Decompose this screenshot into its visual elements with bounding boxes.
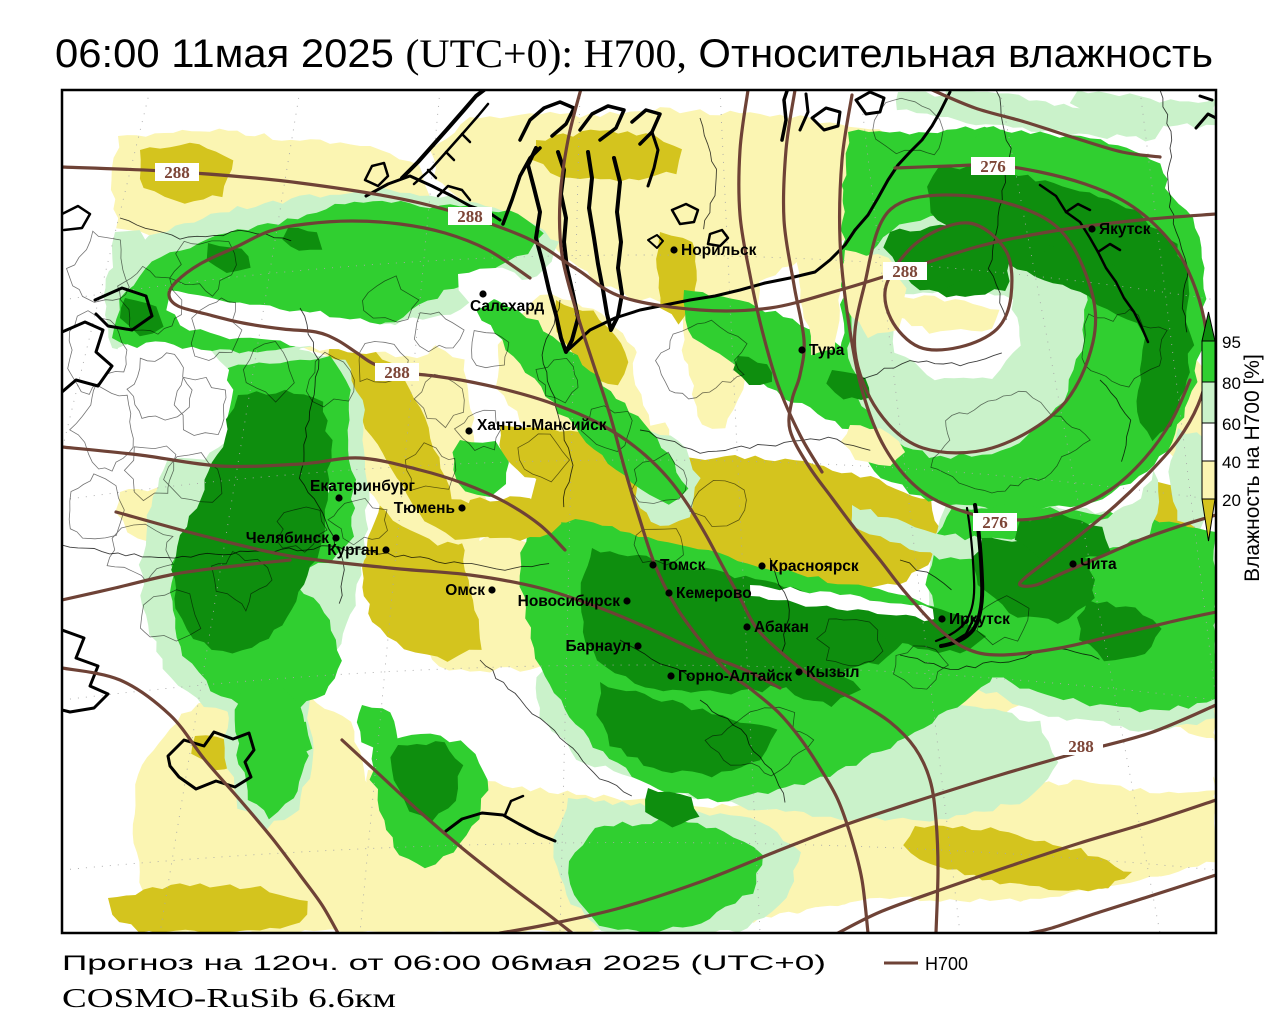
svg-text:Влажность на H700 [%]: Влажность на H700 [%] bbox=[1241, 354, 1264, 582]
svg-text:Красноярск: Красноярск bbox=[769, 558, 859, 575]
svg-text:06:00 11мая 2025 (UTC+0): H700: 06:00 11мая 2025 (UTC+0): H700, Относите… bbox=[55, 31, 1213, 76]
svg-text:40: 40 bbox=[1222, 453, 1241, 472]
svg-text:Горно-Алтайск: Горно-Алтайск bbox=[678, 668, 792, 685]
svg-text:Прогноз на 120ч. от 06:00 06ма: Прогноз на 120ч. от 06:00 06мая 2025 (UT… bbox=[62, 952, 826, 975]
svg-text:276: 276 bbox=[982, 513, 1008, 532]
svg-text:Екатеринбург: Екатеринбург bbox=[310, 478, 416, 495]
svg-text:95: 95 bbox=[1222, 333, 1241, 352]
svg-text:288: 288 bbox=[457, 207, 483, 226]
svg-text:80: 80 bbox=[1222, 374, 1241, 393]
svg-text:288: 288 bbox=[892, 262, 918, 281]
svg-text:20: 20 bbox=[1222, 491, 1241, 510]
svg-text:276: 276 bbox=[980, 157, 1006, 176]
svg-text:Тура: Тура bbox=[809, 342, 845, 359]
svg-text:Кызыл: Кызыл bbox=[806, 664, 860, 681]
svg-text:Омск: Омск bbox=[445, 582, 485, 599]
svg-text:288: 288 bbox=[164, 163, 190, 182]
svg-text:Курган: Курган bbox=[327, 542, 379, 559]
svg-text:288: 288 bbox=[1068, 737, 1094, 756]
svg-text:Салехард: Салехард bbox=[470, 298, 544, 315]
svg-text:Новосибирск: Новосибирск bbox=[518, 593, 621, 610]
svg-text:Челябинск: Челябинск bbox=[246, 530, 329, 547]
svg-text:Томск: Томск bbox=[660, 557, 706, 574]
svg-text:288: 288 bbox=[384, 363, 410, 382]
svg-text:Якутск: Якутск bbox=[1099, 221, 1151, 238]
svg-text:Иркутск: Иркутск bbox=[949, 611, 1010, 628]
svg-text:Ханты-Мансийск: Ханты-Мансийск bbox=[477, 417, 607, 434]
svg-text:Чита: Чита bbox=[1080, 556, 1117, 573]
svg-text:60: 60 bbox=[1222, 415, 1241, 434]
svg-text:Норильск: Норильск bbox=[681, 242, 757, 259]
svg-text:H700: H700 bbox=[925, 954, 968, 974]
svg-text:Барнаул: Барнаул bbox=[566, 638, 631, 655]
svg-text:COSMO-RuSib 6.6км: COSMO-RuSib 6.6км bbox=[62, 983, 396, 1013]
svg-text:Абакан: Абакан bbox=[754, 619, 809, 636]
svg-text:Кемерово: Кемерово bbox=[676, 585, 752, 602]
svg-text:Тюмень: Тюмень bbox=[394, 500, 455, 517]
